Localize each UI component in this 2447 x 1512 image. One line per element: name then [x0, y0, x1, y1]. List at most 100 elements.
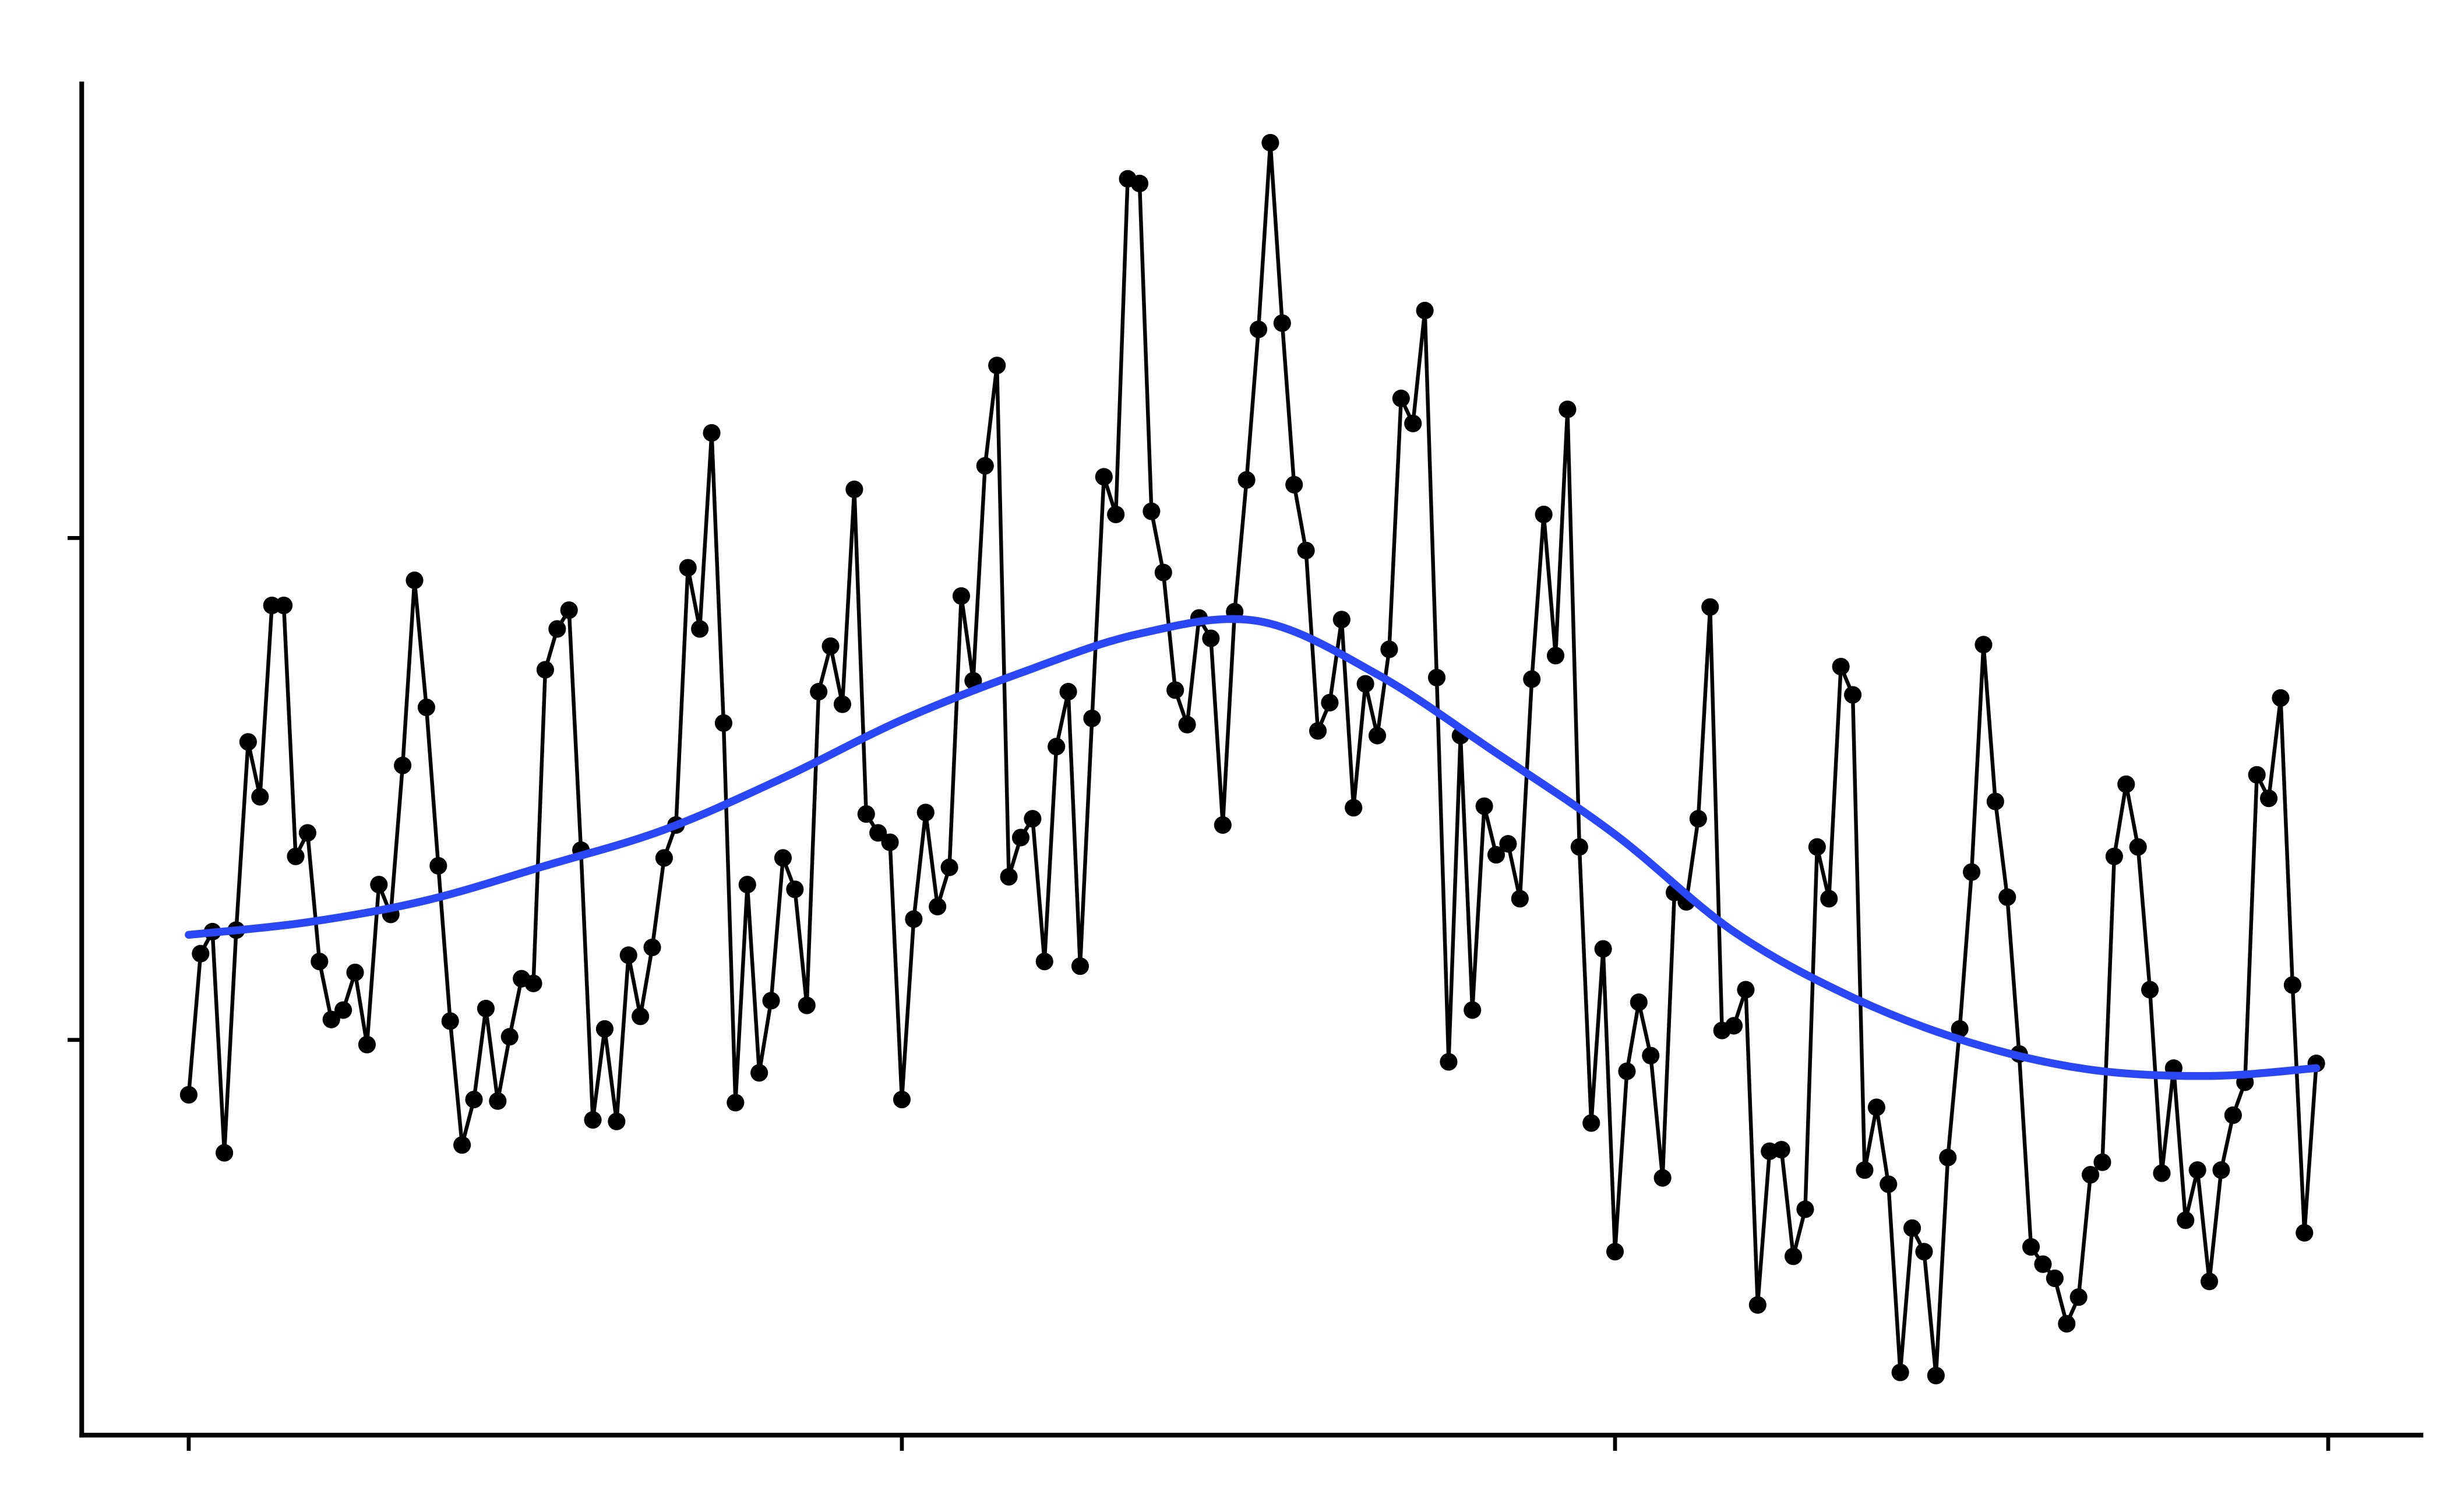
- data-point: [1523, 670, 1541, 688]
- data-point: [1582, 1114, 1600, 1132]
- data-point: [1297, 541, 1315, 559]
- data-point: [1249, 320, 1268, 339]
- data-point: [2022, 1238, 2040, 1256]
- data-point: [655, 849, 674, 867]
- data-point: [1748, 1296, 1767, 1314]
- data-point: [1048, 738, 1066, 756]
- data-point: [1143, 502, 1161, 520]
- data-point: [2153, 1164, 2171, 1182]
- data-point: [2105, 847, 2123, 865]
- data-point: [1000, 868, 1018, 886]
- data-point: [1499, 835, 1517, 853]
- data-point: [1356, 675, 1374, 693]
- data-point: [1689, 810, 1707, 828]
- data-point: [465, 1090, 483, 1109]
- data-point: [524, 974, 542, 992]
- data-point: [584, 1111, 602, 1129]
- data-point: [298, 824, 316, 842]
- data-point: [691, 620, 709, 638]
- data-point: [608, 1112, 626, 1130]
- data-point: [916, 803, 935, 822]
- data-point: [2212, 1161, 2230, 1179]
- data-point: [251, 788, 269, 806]
- data-point: [1796, 1200, 1814, 1218]
- data-line: [186, 140, 2318, 1378]
- data-point: [322, 1010, 340, 1028]
- data-point: [893, 1090, 911, 1109]
- series: [185, 615, 2321, 1080]
- data-point: [714, 714, 733, 732]
- data-point: [619, 946, 637, 964]
- data-point: [275, 597, 293, 615]
- data-point: [703, 424, 721, 442]
- data-point: [406, 571, 424, 590]
- data-point: [2272, 689, 2290, 707]
- data-point: [2201, 1273, 2219, 1291]
- data-point: [881, 833, 899, 851]
- data-point: [1404, 414, 1422, 432]
- data-point: [287, 847, 305, 865]
- data-point: [2296, 1224, 2314, 1242]
- data-point: [1511, 890, 1529, 908]
- data-point: [2283, 976, 2301, 994]
- data-point: [679, 559, 697, 577]
- data-point: [2046, 1269, 2064, 1287]
- data-point: [1475, 797, 1493, 815]
- data-point: [1487, 846, 1505, 864]
- data-point: [1095, 468, 1113, 486]
- data-point: [311, 953, 329, 971]
- data-point: [976, 457, 994, 475]
- data-point: [821, 637, 840, 655]
- data-point: [1214, 816, 1232, 834]
- data-point: [1440, 1053, 1458, 1071]
- data-point: [1998, 888, 2016, 906]
- data-point: [1880, 1175, 1898, 1193]
- data-point: [1832, 657, 1850, 676]
- data-point: [1594, 940, 1612, 958]
- data-point: [952, 587, 971, 605]
- data-point: [1891, 1363, 1909, 1381]
- data-point: [1642, 1046, 1660, 1065]
- data-point: [441, 1012, 459, 1030]
- data-point: [1535, 505, 1553, 524]
- data-point: [750, 1064, 768, 1082]
- data-point: [2034, 1255, 2052, 1273]
- data-point: [1202, 629, 1220, 647]
- smooth-line: [185, 615, 2321, 1080]
- data-point: [1321, 693, 1339, 712]
- data-point: [358, 1035, 376, 1053]
- data-point: [489, 1092, 507, 1110]
- data-point: [869, 824, 887, 842]
- data-point: [845, 480, 863, 498]
- data-point: [1237, 471, 1256, 489]
- data-point: [1261, 133, 1279, 152]
- data-point: [394, 756, 412, 774]
- data-point: [1380, 640, 1398, 658]
- data-point: [1416, 301, 1434, 320]
- data-point: [2117, 775, 2135, 794]
- data-point: [1570, 838, 1588, 856]
- series: [179, 133, 2325, 1384]
- data-point: [1427, 668, 1446, 686]
- data-point: [1154, 563, 1172, 581]
- data-point: [1392, 389, 1410, 407]
- data-point: [548, 620, 566, 638]
- data-point: [727, 1094, 745, 1112]
- data-point: [833, 695, 852, 713]
- data-point: [1011, 829, 1030, 847]
- data-point: [762, 992, 780, 1010]
- data-point: [1559, 400, 1577, 418]
- data-point: [1843, 686, 1862, 704]
- data-point: [560, 601, 578, 619]
- data-point: [1653, 1169, 1672, 1187]
- data-point: [810, 683, 828, 701]
- data-point: [2069, 1288, 2088, 1306]
- data-point: [1178, 716, 1196, 734]
- data-point: [1927, 1366, 1945, 1384]
- data-point: [786, 880, 804, 898]
- data-point: [1285, 475, 1303, 494]
- data-point: [1725, 1017, 1743, 1035]
- data-point: [239, 733, 257, 751]
- data-point: [453, 1136, 471, 1154]
